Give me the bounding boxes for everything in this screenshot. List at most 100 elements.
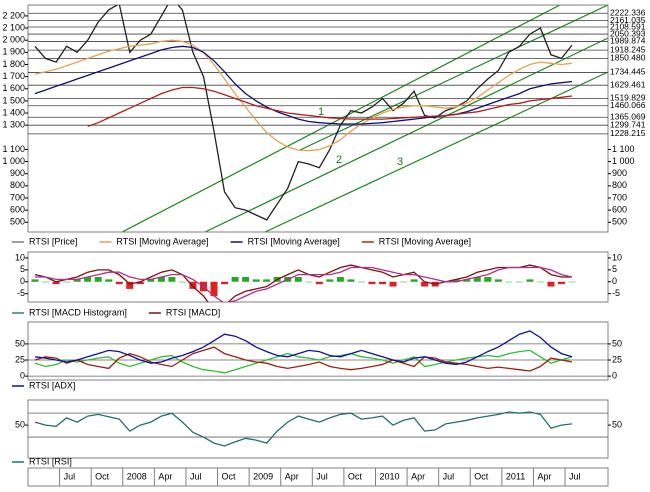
y-tick-label: 0 (20, 276, 25, 286)
histogram-bar (547, 281, 555, 287)
panel-frame (27, 4, 609, 233)
annotation: 2 (336, 154, 342, 166)
panel-frame (27, 251, 609, 303)
histogram-bar (378, 281, 386, 285)
y-tick-label: 700 (10, 192, 25, 202)
y-tick-label-right: 50 (612, 338, 622, 348)
histogram-bar (252, 279, 260, 282)
x-tick-label: Oct (348, 471, 363, 481)
y2-tick-label: 900 (612, 168, 627, 178)
y-tick-label-right: 0 (612, 276, 617, 286)
histogram-bar (326, 279, 334, 282)
histogram-bar (263, 279, 271, 282)
series-line (34, 411, 573, 447)
y2-tick-label: 800 (612, 180, 627, 190)
histogram-bar (115, 281, 123, 285)
legend-label: RTSI [Moving Average] (379, 236, 471, 246)
level-label: 1918.245 (610, 44, 646, 54)
y-tick-label: -5 (17, 288, 25, 298)
y-tick-label: 2 200 (2, 10, 25, 20)
level-label: 1228.215 (610, 128, 646, 138)
histogram-bar (315, 281, 323, 285)
y-tick-label-right: 0 (612, 371, 617, 381)
y-tick-label: 1 100 (2, 144, 25, 154)
histogram-bar (105, 279, 113, 282)
histogram-bar (126, 281, 134, 289)
histogram-bar (536, 281, 544, 283)
level-label: 1365.069 (610, 112, 646, 122)
histogram-bar (73, 279, 81, 282)
y-tick-label: 25 (15, 354, 25, 364)
y-tick-label: 1 300 (2, 120, 25, 130)
x-tick-label: Jul (190, 471, 202, 481)
series-line (34, 264, 572, 302)
x-tick-label: Jul (316, 471, 328, 481)
histogram-bar (189, 281, 197, 289)
series-line (34, 349, 573, 374)
y-tick-label: 10 (15, 252, 25, 262)
histogram-bar (136, 281, 144, 285)
channel-line (299, 5, 608, 151)
histogram-bar (178, 281, 186, 283)
histogram-bar (558, 281, 565, 285)
annotation: 3 (397, 156, 403, 168)
series-line (34, 5, 573, 221)
y-tick-label: 50 (15, 419, 25, 429)
histogram-bar (221, 281, 229, 285)
level-label: 2108.591 (610, 21, 646, 31)
y-tick-label: 1 600 (2, 83, 25, 93)
y-tick-label-right: 5 (612, 264, 617, 274)
histogram-bar (157, 277, 165, 282)
y2-tick-label: 500 (612, 217, 627, 227)
x-tick-label: Oct (95, 471, 110, 481)
y-tick-label: 50 (15, 338, 25, 348)
legend-label: RTSI [MACD Histogram] (29, 307, 127, 317)
y-tick-label: 1 800 (2, 59, 25, 69)
panel-frame (27, 399, 609, 459)
y-tick-label: 800 (10, 180, 25, 190)
y-tick-label: 5 (20, 264, 25, 274)
x-tick-label: 2011 (506, 471, 525, 481)
plot-area (34, 5, 573, 221)
series-line (34, 346, 573, 372)
y-tick-label-right: -5 (612, 288, 620, 298)
histogram-bar (210, 281, 218, 297)
legend-label: RTSI [MACD] (166, 307, 220, 317)
level-label: 2050.393 (610, 28, 646, 38)
y-tick-label: 1 700 (2, 71, 25, 81)
histogram-bar (452, 279, 460, 282)
y-tick-label: 1 900 (2, 47, 25, 57)
histogram-bar (357, 281, 365, 283)
x-tick-label: 2009 (253, 471, 273, 481)
histogram-bar (168, 277, 176, 282)
x-tick-label: 2010 (379, 471, 399, 481)
level-label: 1850.480 (610, 53, 646, 63)
histogram-bar (400, 281, 408, 283)
level-label: 1299.741 (610, 119, 646, 129)
y-tick-label: 1 000 (2, 156, 25, 166)
channel-line (204, 37, 608, 232)
histogram-bar (242, 277, 250, 282)
x-tick-label: Oct (474, 471, 489, 481)
y-tick-label-right: 50 (612, 419, 622, 429)
series-line (34, 330, 573, 366)
histogram-bar (231, 277, 239, 282)
x-tick-label: Apr (158, 471, 172, 481)
legend-label: RTSI [Moving Average] (116, 236, 208, 246)
histogram-bar (568, 281, 576, 283)
y-tick-label: 900 (10, 168, 25, 178)
level-label: 1460.066 (610, 100, 646, 110)
x-tick-label: Jul (64, 471, 76, 481)
histogram-bar (484, 277, 492, 282)
histogram-bar (305, 281, 313, 283)
y2-tick-label: 600 (612, 205, 627, 215)
series-line (35, 266, 573, 302)
series-line (34, 39, 573, 152)
histogram-bar (336, 277, 344, 282)
y-tick-label: 0 (20, 371, 25, 381)
legend-label: RTSI [Moving Average] (248, 236, 340, 246)
histogram-bar (84, 277, 92, 282)
level-label: 1629.461 (610, 79, 646, 89)
